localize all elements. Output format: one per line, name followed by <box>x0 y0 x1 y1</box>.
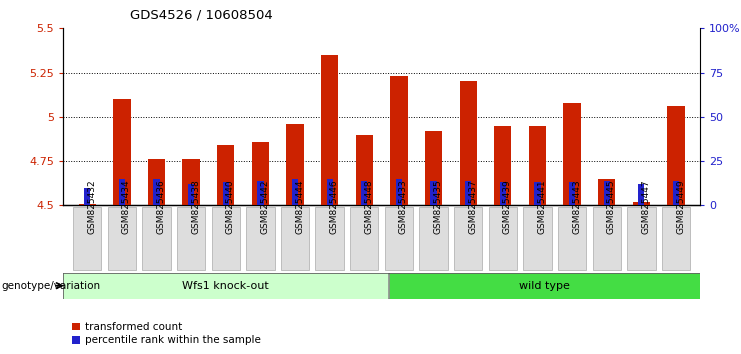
Bar <box>425 131 442 205</box>
Text: GSM825441: GSM825441 <box>537 179 546 234</box>
Bar <box>396 179 402 205</box>
Bar <box>627 207 656 269</box>
Bar <box>63 273 388 299</box>
Legend: transformed count, percentile rank within the sample: transformed count, percentile rank withi… <box>72 322 262 345</box>
Bar <box>391 76 408 205</box>
Text: GSM825443: GSM825443 <box>572 179 581 234</box>
Text: GSM825448: GSM825448 <box>365 179 373 234</box>
Bar <box>79 204 96 205</box>
Text: GSM825438: GSM825438 <box>191 179 200 234</box>
Text: GSM825439: GSM825439 <box>503 179 512 234</box>
Bar <box>454 207 482 269</box>
Bar <box>257 181 264 205</box>
Bar <box>488 207 517 269</box>
Bar <box>465 181 471 205</box>
Text: GSM825440: GSM825440 <box>226 179 235 234</box>
Bar <box>321 55 339 205</box>
Text: wild type: wild type <box>519 281 570 291</box>
Bar <box>84 188 90 205</box>
Text: genotype/variation: genotype/variation <box>1 281 101 291</box>
Bar <box>529 126 546 205</box>
Bar <box>419 207 448 269</box>
Bar <box>212 207 240 269</box>
Text: GSM825434: GSM825434 <box>122 179 131 234</box>
Bar <box>119 179 125 205</box>
Bar <box>569 182 575 205</box>
Bar <box>113 99 130 205</box>
Bar <box>494 126 511 205</box>
Bar <box>673 181 679 205</box>
Text: GSM825432: GSM825432 <box>87 179 96 234</box>
Text: GSM825446: GSM825446 <box>330 179 339 234</box>
Bar <box>389 273 700 299</box>
Text: GSM825447: GSM825447 <box>642 179 651 234</box>
Bar <box>563 103 581 205</box>
Bar <box>327 179 333 205</box>
Bar <box>246 207 275 269</box>
Text: GSM825444: GSM825444 <box>295 179 304 234</box>
Text: GSM825437: GSM825437 <box>468 179 477 234</box>
Bar <box>523 207 551 269</box>
Text: GSM825433: GSM825433 <box>399 179 408 234</box>
Text: GSM825442: GSM825442 <box>260 179 270 234</box>
Bar <box>292 179 298 205</box>
Bar <box>604 181 610 205</box>
Bar <box>148 159 165 205</box>
Text: Wfs1 knock-out: Wfs1 knock-out <box>182 281 269 291</box>
Text: GSM825435: GSM825435 <box>433 179 442 234</box>
Bar <box>668 106 685 205</box>
Bar <box>281 207 309 269</box>
Bar <box>431 181 436 205</box>
Bar <box>598 179 615 205</box>
Bar <box>356 135 373 205</box>
Text: GDS4526 / 10608504: GDS4526 / 10608504 <box>130 9 273 22</box>
Bar <box>593 207 621 269</box>
Bar <box>107 207 136 269</box>
Bar <box>350 207 379 269</box>
Bar <box>534 182 541 205</box>
Bar <box>638 184 645 205</box>
Bar <box>222 182 229 205</box>
Bar <box>153 179 159 205</box>
Bar <box>459 81 477 205</box>
Bar <box>662 207 690 269</box>
Bar <box>633 202 650 205</box>
Text: GSM825445: GSM825445 <box>607 179 616 234</box>
Bar <box>558 207 586 269</box>
Bar <box>316 207 344 269</box>
Text: GSM825436: GSM825436 <box>156 179 165 234</box>
Bar <box>188 184 194 205</box>
Bar <box>217 145 234 205</box>
Bar <box>177 207 205 269</box>
Bar <box>286 124 304 205</box>
Bar <box>142 207 170 269</box>
Bar <box>385 207 413 269</box>
Bar <box>73 207 102 269</box>
Bar <box>499 182 506 205</box>
Bar <box>182 159 200 205</box>
Text: GSM825449: GSM825449 <box>676 179 685 234</box>
Bar <box>361 181 368 205</box>
Bar <box>252 142 269 205</box>
